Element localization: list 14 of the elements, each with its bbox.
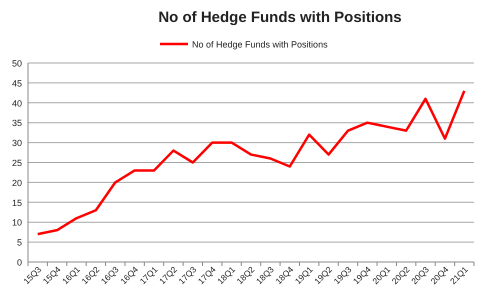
y-tick-label: 0 [16, 258, 22, 268]
y-tick-label: 20 [12, 178, 22, 188]
y-tick-label: 40 [12, 98, 22, 108]
y-tick-label: 10 [12, 218, 22, 228]
y-tick-label: 50 [12, 58, 22, 68]
y-tick-label: 35 [12, 118, 22, 128]
line-series [36, 90, 466, 236]
legend-label: No of Hedge Funds with Positions [192, 40, 328, 50]
y-tick-label: 15 [12, 198, 22, 208]
chart-title: No of Hedge Funds with Positions [158, 9, 402, 26]
y-tick-label: 5 [16, 238, 22, 248]
y-tick-label: 25 [12, 158, 22, 168]
y-tick-label: 45 [12, 78, 22, 88]
y-tick-label: 30 [12, 138, 22, 148]
